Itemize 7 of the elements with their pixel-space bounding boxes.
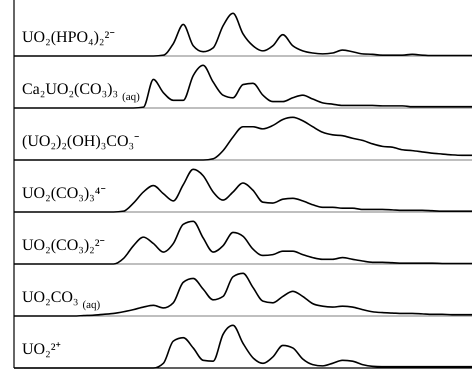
series-label: (UO₂)₂(OH)₃CO₃⁻ bbox=[22, 133, 140, 150]
series-label: Ca₂UO₂(CO₃)₃ $_{(aq)}$ bbox=[22, 81, 140, 103]
series-label: UO₂(CO₃)₃⁴⁻ bbox=[22, 185, 106, 202]
series-label: UO₂²⁺ bbox=[22, 341, 60, 358]
series-label: UO₂(CO₃)₂²⁻ bbox=[22, 237, 105, 254]
series-label: UO₂CO₃ $_{(aq)}$ bbox=[22, 289, 101, 311]
series-label: UO₂(HPO₄)₂²⁻ bbox=[22, 29, 114, 46]
